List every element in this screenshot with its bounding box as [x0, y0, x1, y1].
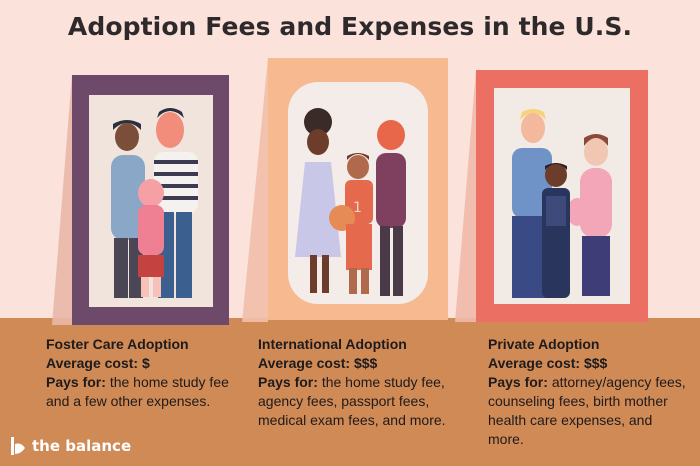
brand-name: the balance	[32, 437, 132, 455]
pays-text: the home study fee and a few other expen…	[46, 374, 229, 409]
pays-label: Pays for:	[258, 374, 318, 390]
private-picture-frame	[455, 70, 648, 322]
section-heading: Private Adoption	[488, 336, 600, 352]
brand-logo: the balance	[10, 436, 131, 456]
svg-text:1: 1	[353, 200, 362, 216]
foster-care-section: Foster Care Adoption Average cost: $ Pay…	[46, 335, 236, 411]
pays-text: attorney/agency fees, counseling fees, b…	[488, 374, 686, 447]
page-title: Adoption Fees and Expenses in the U.S.	[67, 12, 633, 41]
section-heading: International Adoption	[258, 336, 407, 352]
pays-text: the home study fee, agency fees, passpor…	[258, 374, 446, 428]
private-child-figure	[542, 163, 570, 298]
international-parent-figure-2	[376, 120, 406, 296]
cost-label: Average cost:	[46, 355, 139, 371]
foster-care-picture-frame	[52, 75, 229, 325]
international-child-figure: 1	[329, 153, 373, 294]
private-parent-figure-2	[567, 134, 612, 296]
pays-label: Pays for:	[488, 374, 548, 390]
private-section: Private Adoption Average cost: $$$ Pays …	[488, 335, 688, 449]
cost-label: Average cost:	[488, 355, 581, 371]
cost-label: Average cost:	[258, 355, 351, 371]
pays-label: Pays for:	[46, 374, 106, 390]
foster-child-figure	[138, 179, 164, 297]
cost-value: $$$	[353, 355, 378, 371]
balance-logo-icon	[11, 437, 25, 455]
international-picture-frame: 1	[242, 58, 448, 322]
section-heading: Foster Care Adoption	[46, 336, 189, 352]
international-section: International Adoption Average cost: $$$…	[258, 335, 460, 430]
cost-value: $	[141, 355, 150, 371]
cost-value: $$$	[583, 355, 608, 371]
international-parent-figure-1	[295, 108, 341, 293]
foster-parent-figure-1	[111, 120, 145, 298]
